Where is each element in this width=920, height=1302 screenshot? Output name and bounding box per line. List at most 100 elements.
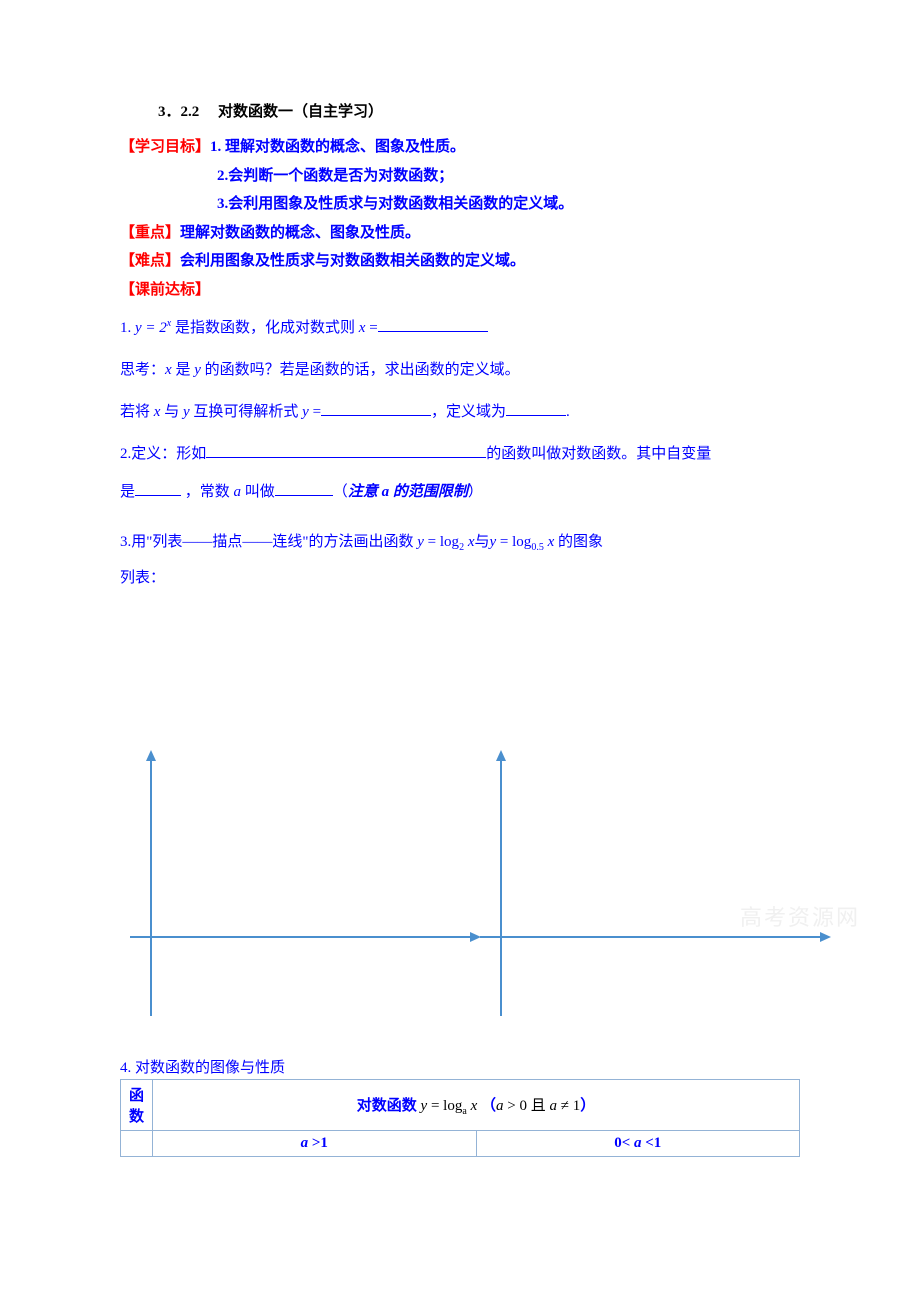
row2-right: 0< a <1 xyxy=(476,1131,800,1157)
q3-conj: 与 xyxy=(474,534,489,550)
swap-a: 若将 xyxy=(120,404,154,420)
section-header: 3．2.2 对数函数一（自主学习） xyxy=(120,100,800,121)
think-d: 的函数吗？若是函数的话，求出函数的定义域。 xyxy=(201,362,520,378)
row1-cond-ne: ≠ 1 xyxy=(557,1098,580,1114)
q2-blank-1 xyxy=(206,442,486,458)
section4-title: 4. 对数函数的图像与性质 xyxy=(120,1056,800,1077)
row1-cond-a: a xyxy=(496,1098,504,1114)
section-title: 对数函数一（自主学习） xyxy=(218,104,383,120)
think-y: y xyxy=(194,362,201,378)
difficulty-line: 【难点】会利用图象及性质求与对数函数相关函数的定义域。 xyxy=(120,247,800,276)
row2-left-a: a xyxy=(301,1135,309,1151)
q1-eq: = xyxy=(365,320,377,336)
row2-left-rest: >1 xyxy=(308,1135,328,1151)
prereq-line: 【课前达标】 xyxy=(120,276,800,305)
row2-right-a: a xyxy=(634,1135,642,1151)
row1-cond-gt: > 0 且 xyxy=(504,1098,550,1114)
objectives-label: 【学习目标】 xyxy=(120,139,210,155)
q3-f1-eq: = log xyxy=(424,534,459,550)
swap-blank-1 xyxy=(321,400,431,416)
swap-c: 互换可得解析式 xyxy=(190,404,303,420)
q2-a: 的函数叫做对数函数。其中自变量 xyxy=(486,446,711,462)
think-b: 是 xyxy=(172,362,195,378)
q2-blank-2 xyxy=(135,480,181,496)
question-1: 1. y = 2x 是指数函数，化成对数式则 x = xyxy=(120,310,800,346)
keypoint-line: 【重点】理解对数函数的概念、图象及性质。 xyxy=(120,219,800,248)
chart-right xyxy=(470,756,800,1016)
q1-prefix: 1. xyxy=(120,320,135,336)
swap-blank-2 xyxy=(506,400,566,416)
objective-1: 1. 理解对数函数的概念、图象及性质。 xyxy=(210,139,465,155)
chart-left xyxy=(120,756,450,1016)
row1-pre: 对数函数 xyxy=(357,1098,421,1114)
q3-f1-y: y xyxy=(417,534,424,550)
x-axis-left xyxy=(130,936,470,938)
q3-f1-arg: x xyxy=(464,534,474,550)
question-3-line2: 列表： xyxy=(120,560,800,596)
think-label: 思考： xyxy=(120,362,165,378)
q1-y: y xyxy=(135,320,142,336)
properties-table: 函数 对数函数 y = loga x （a > 0 且 a ≠ 1） a >1 … xyxy=(120,1079,800,1157)
q2-note-open: （ xyxy=(333,484,348,500)
x-axis-right xyxy=(480,936,820,938)
swap-e: . xyxy=(566,404,570,420)
q2-d: 叫做 xyxy=(241,484,275,500)
row1-eq: = log xyxy=(427,1098,462,1114)
swap-y2: y xyxy=(302,404,309,420)
swap-line: 若将 x 与 y 互换可得解析式 y =，定义域为. xyxy=(120,394,800,430)
keypoint-label: 【重点】 xyxy=(120,225,180,241)
prereq-label: 【课前达标】 xyxy=(120,282,210,298)
q3-prefix: 3.用"列表——描点——连线"的方法画出函数 xyxy=(120,534,417,550)
row1-cond-close: ） xyxy=(580,1098,595,1114)
difficulty-label: 【难点】 xyxy=(120,253,180,269)
question-2b: 是 ，常数 a 叫做 （注意 a 的范围限制） xyxy=(120,474,800,510)
q2-prefix: 2.定义：形如 xyxy=(120,446,206,462)
row1-cond-a2: a xyxy=(549,1098,557,1114)
row2-left: a >1 xyxy=(153,1131,476,1157)
q2-b: 是 xyxy=(120,484,135,500)
row1-content: 对数函数 y = loga x （a > 0 且 a ≠ 1） xyxy=(153,1080,800,1131)
keypoint-text: 理解对数函数的概念、图象及性质。 xyxy=(180,225,420,241)
swap-d: ，定义域为 xyxy=(431,404,506,420)
row1-cond-open: （ xyxy=(477,1098,496,1114)
think-line: 思考：x 是 y 的函数吗？若是函数的话，求出函数的定义域。 xyxy=(120,352,800,388)
q3-f2-base: 0.5 xyxy=(531,542,544,553)
q2-note-post: 的范围限制 xyxy=(389,484,468,500)
swap-b: 与 xyxy=(160,404,183,420)
q3-suffix: 的图象 xyxy=(554,534,603,550)
table-row: 函数 对数函数 y = loga x （a > 0 且 a ≠ 1） xyxy=(121,1080,800,1131)
q2-note-pre: 注意 xyxy=(348,484,382,500)
y-axis-right xyxy=(500,756,502,1016)
charts-row xyxy=(120,756,800,1016)
objective-2: 2.会判断一个函数是否为对数函数； xyxy=(120,162,800,191)
q2-blank-3 xyxy=(275,480,333,496)
q1-mid: 是指数函数，化成对数式则 xyxy=(171,320,359,336)
q2-c: ，常数 xyxy=(181,484,234,500)
swap-eq: = xyxy=(309,404,321,420)
question-3: 3.用"列表——描点——连线"的方法画出函数 y = log2 x与y = lo… xyxy=(120,524,800,560)
arrow-up-right xyxy=(496,750,506,761)
table-row: a >1 0< a <1 xyxy=(121,1131,800,1157)
q2-var-a: a xyxy=(234,484,242,500)
q1-blank xyxy=(378,316,488,332)
row2-right-post: <1 xyxy=(642,1135,662,1151)
row1-label: 函数 xyxy=(121,1080,153,1131)
swap-y: y xyxy=(183,404,190,420)
q3-f2-arg: x xyxy=(544,534,554,550)
row2-right-pre: 0< xyxy=(614,1135,634,1151)
q2-note-close: ） xyxy=(468,484,483,500)
objective-3: 3.会利用图象及性质求与对数函数相关函数的定义域。 xyxy=(120,190,800,219)
difficulty-text: 会利用图象及性质求与对数函数相关函数的定义域。 xyxy=(180,253,525,269)
arrow-up-left xyxy=(146,750,156,761)
row1-arg: x xyxy=(467,1098,477,1114)
arrow-right-right xyxy=(820,932,831,942)
think-x: x xyxy=(165,362,172,378)
section-number: 3．2.2 xyxy=(158,104,199,120)
q3-f2-eq: = log xyxy=(496,534,531,550)
question-2: 2.定义：形如 的函数叫做对数函数。其中自变量 xyxy=(120,436,800,472)
y-axis-left xyxy=(150,756,152,1016)
q1-base: 2 xyxy=(159,320,167,336)
objectives-line-1: 【学习目标】1. 理解对数函数的概念、图象及性质。 xyxy=(120,133,800,162)
row2-empty xyxy=(121,1131,153,1157)
q2-note-var: a xyxy=(382,484,390,500)
